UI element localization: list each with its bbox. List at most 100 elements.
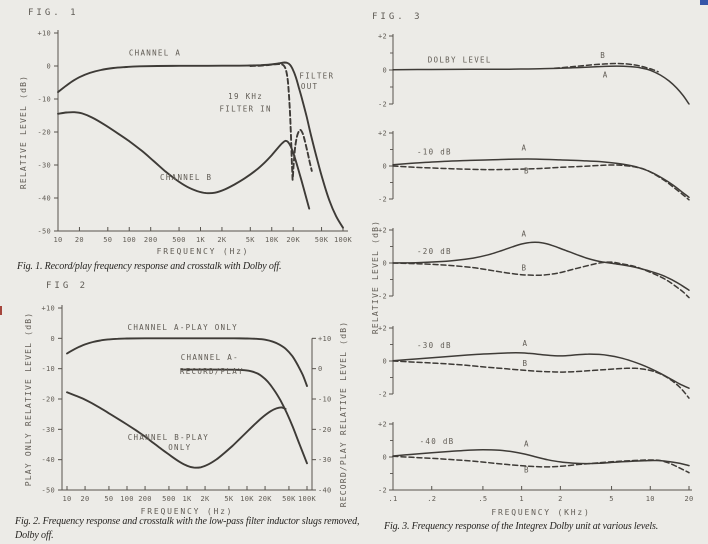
fig3-dolby-levels-chart: +2 0 -2 DOLBY LEVEL B A +2 0 -2 -10 dB A B +2 0 -2 -20 … <box>371 33 693 518</box>
right-y-tick-label: -30 <box>318 456 332 464</box>
right-y-tick-label: -40 <box>318 487 332 495</box>
y-tick-label: -20 <box>41 396 55 404</box>
panel-y-tick-label: -2 <box>378 391 387 399</box>
x-tick-label: 500 <box>172 236 186 244</box>
y-tick-label: -30 <box>37 162 51 170</box>
annotation: A <box>523 339 529 348</box>
annotation: -10 dB <box>417 147 452 156</box>
fig3-label: FIG. 3 <box>372 12 423 22</box>
annotation: B <box>600 51 606 60</box>
x-tick-label: .5 <box>478 495 487 503</box>
scan-mark-red <box>0 306 2 315</box>
x-tick-label: 100K <box>334 236 353 244</box>
fig2-caption: Fig. 2. Frequency response and crosstalk… <box>15 516 360 541</box>
panel-y-tick-label: +2 <box>378 130 387 138</box>
fig1-label: FIG. 1 <box>28 8 79 18</box>
annotation: ONLY <box>168 443 191 452</box>
y-tick-label: -40 <box>37 195 51 203</box>
annotation: CHANNEL B <box>160 173 212 182</box>
curve-channel-b <box>392 360 690 399</box>
x-tick-label: 5K <box>246 236 256 244</box>
y-axis-label: RELATIVE LEVEL (dB) <box>371 220 380 334</box>
annotation: DOLBY LEVEL <box>428 55 492 64</box>
x-tick-label: 200 <box>138 495 152 503</box>
annotation: 19 KHz <box>228 92 263 101</box>
x-tick-label: .1 <box>388 495 397 503</box>
annotation: CHANNEL B-PLAY <box>128 433 209 442</box>
curve-channel-a <box>392 158 690 199</box>
x-tick-label: 20 <box>81 495 90 503</box>
right-y-tick-label: -10 <box>318 396 332 404</box>
annotation: CHANNEL A <box>129 48 181 57</box>
x-tick-label: 10K <box>240 495 254 503</box>
y-tick-label: -10 <box>37 96 51 104</box>
x-tick-label: 1 <box>519 495 524 503</box>
annotation: A <box>603 71 609 80</box>
panel-y-tick-label: 0 <box>382 454 387 462</box>
annotation: B <box>523 359 529 368</box>
panel-y-tick-label: +2 <box>378 421 387 429</box>
annotation: A <box>521 143 527 152</box>
y-tick-label: 0 <box>46 63 51 71</box>
curve-filter-in <box>249 63 294 181</box>
panel-y-tick-label: -2 <box>378 487 387 495</box>
x-tick-label: 50K <box>315 236 329 244</box>
x-axis-label: FREQUENCY (KHz) <box>491 508 590 517</box>
x-tick-label: 2K <box>217 236 227 244</box>
panel-y-tick-label: 0 <box>382 67 387 75</box>
x-tick-label: 10 <box>62 495 71 503</box>
panel-y-tick-label: 0 <box>382 260 387 268</box>
curve-filter-in-resonance <box>291 129 313 178</box>
right-y-tick-label: -20 <box>318 426 332 434</box>
y-tick-label: -10 <box>41 365 55 373</box>
y-tick-label: -50 <box>37 228 51 236</box>
panel-y-tick-label: +2 <box>378 33 387 41</box>
annotation: B <box>521 263 527 272</box>
fig2-slugs-removed-response-chart: +10 0 -10 -20 -30 -40 -50 10 20 50 100 200 500 1K 2K 5K… <box>24 305 348 517</box>
x-tick-label: 500 <box>162 495 176 503</box>
y-axis-label: PLAY ONLY RELATIVE LEVEL (dB) <box>24 312 33 486</box>
fig1-caption: Fig. 1. Record/play frequency response a… <box>17 261 282 272</box>
x-tick-label: 10K <box>265 236 279 244</box>
panel-y-tick-label: +2 <box>378 227 387 235</box>
panel-y-tick-label: -2 <box>378 196 387 204</box>
y-tick-label: -20 <box>37 129 51 137</box>
curve-channel-b <box>392 455 690 474</box>
y-tick-label: -40 <box>41 456 55 464</box>
panel-y-tick-label: -2 <box>378 101 387 109</box>
curve-channel-b-play-only <box>66 391 287 469</box>
annotation: B <box>524 166 530 175</box>
panel-y-tick-label: 0 <box>382 163 387 171</box>
annotation: RECORD/PLAY <box>180 367 244 376</box>
x-tick-label: 20 <box>75 236 84 244</box>
y-tick-label: +10 <box>41 305 55 313</box>
annotation: FILTER IN <box>219 105 271 114</box>
x-tick-label: 50 <box>103 236 112 244</box>
y-tick-label: +10 <box>37 30 51 38</box>
annotation: -40 dB <box>420 437 455 446</box>
x-tick-label: 50K <box>282 495 296 503</box>
annotation: -30 dB <box>417 341 452 350</box>
curve-channel-a-play-only <box>66 337 308 387</box>
annotation: CHANNEL A- <box>181 353 239 362</box>
panel-y-tick-label: -2 <box>378 293 387 301</box>
x-tick-label: 10 <box>53 236 62 244</box>
x-tick-label: 100 <box>122 236 136 244</box>
x-tick-label: 5 <box>609 495 614 503</box>
fig2-label: FIG 2 <box>46 281 89 291</box>
x-tick-label: 200 <box>144 236 158 244</box>
y-tick-label: 0 <box>50 335 55 343</box>
curve-channel-b <box>553 62 659 73</box>
curve-channel-b <box>57 111 311 210</box>
curve-channel-a <box>392 65 690 105</box>
right-y-tick-label: 0 <box>318 365 323 373</box>
curve-channel-b <box>392 261 690 299</box>
x-tick-label: 2 <box>558 495 563 503</box>
x-tick-label: 100K <box>298 495 317 503</box>
x-tick-label: 100 <box>120 495 134 503</box>
fig3-caption: Fig. 3. Frequency response of the Integr… <box>384 521 659 532</box>
x-tick-label: 10 <box>646 495 655 503</box>
x-tick-label: 2K <box>201 495 211 503</box>
x-tick-label: 20K <box>286 236 300 244</box>
